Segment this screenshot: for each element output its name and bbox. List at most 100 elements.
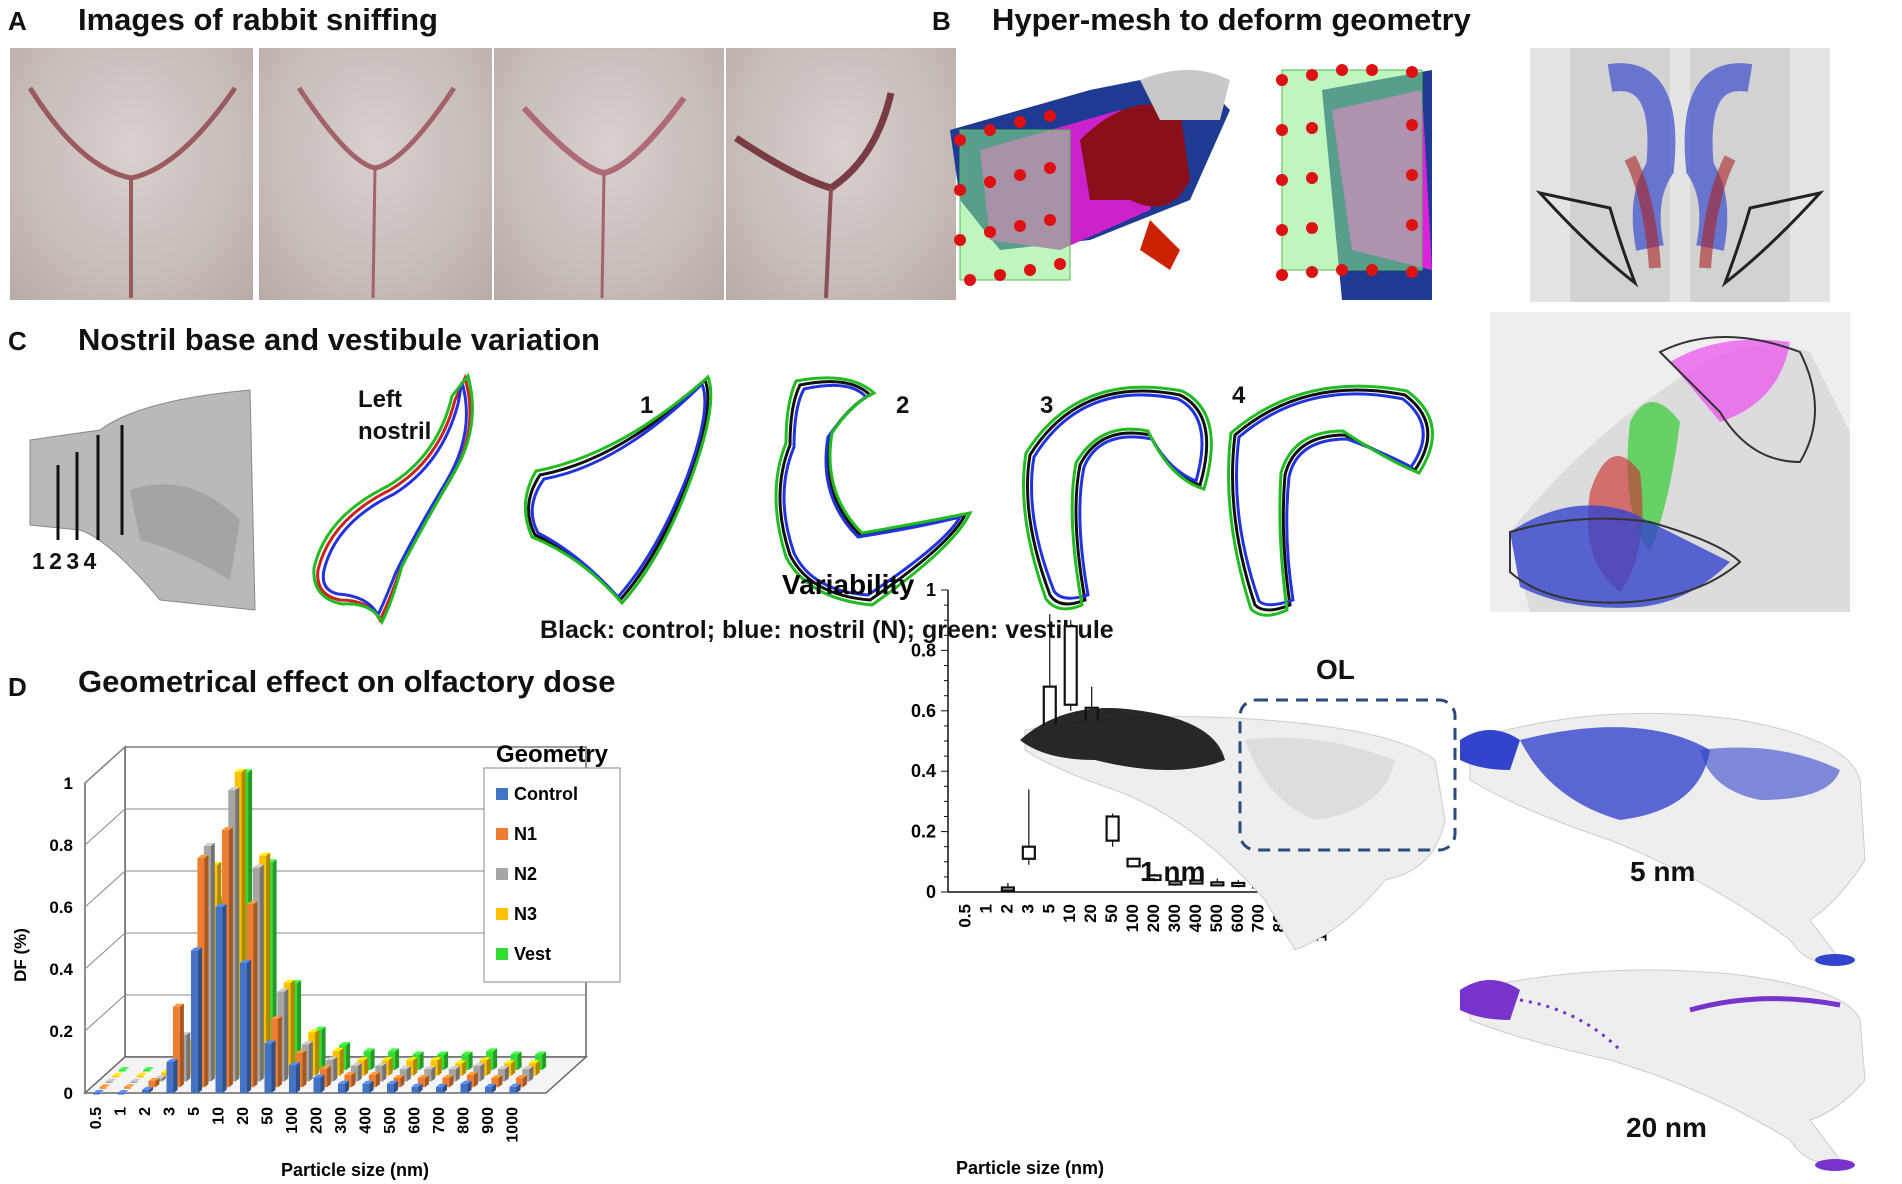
bar-top xyxy=(112,1072,124,1076)
x-tick-label: 800 xyxy=(456,1107,473,1134)
bar-side xyxy=(290,979,295,1076)
bar-side xyxy=(320,1074,325,1093)
bar-top xyxy=(105,1078,117,1082)
left-nostril-label-line1: Left xyxy=(358,386,402,413)
bar-side xyxy=(326,1065,331,1088)
bar-top xyxy=(430,1057,442,1061)
bar-control-10 xyxy=(215,904,227,1093)
bar-top xyxy=(485,1083,496,1087)
box-200 xyxy=(1147,873,1162,882)
bar-top xyxy=(344,1071,356,1075)
bar-side xyxy=(259,864,264,1082)
bar-front xyxy=(191,950,198,1093)
bar-top xyxy=(412,1051,424,1055)
bar-top xyxy=(436,1083,447,1087)
y-tick-label: 0.4 xyxy=(49,960,73,979)
bar-top xyxy=(509,1083,521,1087)
bar-control-2 xyxy=(142,1086,153,1093)
ol-label: OL xyxy=(1316,654,1355,685)
bar-top xyxy=(528,1060,540,1064)
x-tick-label: 2 xyxy=(997,904,1016,913)
x-tick-label: 10 xyxy=(211,1107,228,1125)
bar-control-900 xyxy=(485,1083,496,1093)
box-400 xyxy=(1189,879,1204,885)
bar-side xyxy=(473,1071,478,1088)
x-tick-label: 0.5 xyxy=(955,904,974,928)
bar-side xyxy=(395,1048,400,1070)
bar-front xyxy=(264,1043,272,1093)
bar-top xyxy=(289,1062,300,1066)
box-body xyxy=(1000,886,1015,892)
box-300 xyxy=(1168,878,1183,886)
left-nostril-contour xyxy=(312,372,474,626)
bar-front xyxy=(112,1075,120,1078)
legend-title: Geometry xyxy=(496,741,609,768)
x-tick-label: 20 xyxy=(235,1107,252,1125)
legend-swatch-vest xyxy=(496,948,508,960)
bar-top xyxy=(381,1057,393,1061)
bar-control-400 xyxy=(362,1080,374,1093)
bar-front xyxy=(362,1083,370,1093)
bar-top xyxy=(357,1057,369,1061)
x-tick-label: 300 xyxy=(333,1107,350,1134)
bar-top xyxy=(504,1060,516,1064)
bar-side xyxy=(413,1057,418,1076)
bar-top xyxy=(277,988,289,992)
bar-top xyxy=(93,1090,104,1093)
legend-label-n1: N1 xyxy=(514,824,537,844)
bar-front xyxy=(99,1087,107,1089)
bar-front xyxy=(436,1086,443,1093)
bar-control-1 xyxy=(117,1090,129,1095)
y-tick-label: 0.8 xyxy=(49,836,73,855)
panel-a-letter: A xyxy=(8,6,27,36)
nasal-particle-side-view xyxy=(1490,312,1850,612)
bar-n1-600 xyxy=(417,1074,429,1088)
bar-side xyxy=(517,1051,522,1070)
x-tick-label: 50 xyxy=(260,1107,277,1125)
bar-side xyxy=(339,1047,344,1076)
bar-chart-bars xyxy=(93,768,547,1095)
section-3-label: 3 xyxy=(1040,392,1054,419)
bar-control-600 xyxy=(411,1083,423,1093)
legend-label-control: Control xyxy=(514,784,578,804)
bar-side xyxy=(297,980,302,1070)
bar-top xyxy=(486,1048,498,1052)
rabbit-photo-3 xyxy=(494,48,724,300)
panel-b-title: Hyper-mesh to deform geometry xyxy=(992,2,1471,37)
bar-front xyxy=(417,1077,425,1088)
bar-side xyxy=(424,1074,429,1088)
box-2 xyxy=(1000,882,1015,892)
bar-front xyxy=(240,962,247,1093)
bar-top xyxy=(535,1051,547,1055)
bar-front xyxy=(442,1077,450,1088)
bar-control-5 xyxy=(191,947,202,1093)
bar-top xyxy=(234,768,246,772)
bar-side xyxy=(511,1060,516,1076)
bar-vest-0.5 xyxy=(118,1066,130,1072)
panel-d-letter: D xyxy=(8,672,27,702)
bar-side xyxy=(266,852,271,1076)
bar-front xyxy=(143,1069,151,1072)
box-body xyxy=(1126,857,1141,868)
bar-top xyxy=(313,1074,325,1078)
bar-top xyxy=(461,1051,473,1055)
bar-top xyxy=(154,1075,166,1079)
bar-n3-1 xyxy=(136,1072,148,1078)
bar-top xyxy=(326,1056,338,1060)
bar-top xyxy=(142,1086,153,1090)
nostril-section-diagram xyxy=(29,389,256,611)
bar-side xyxy=(302,1050,307,1088)
bar-side xyxy=(186,1031,191,1082)
olfactory-dose-bar-chart: 00.20.40.60.81 0.5 1 2 3 5 10 20 50 100 200 300 400… xyxy=(11,741,621,1180)
bar-side xyxy=(179,1003,184,1088)
bar-front xyxy=(148,1081,156,1088)
bar-n1-700 xyxy=(442,1074,454,1088)
bar-side xyxy=(228,826,233,1088)
bar-top xyxy=(417,1074,429,1078)
x-tick-label: 20 xyxy=(1081,904,1100,923)
y-tick-label: 0.6 xyxy=(49,898,73,917)
x-tick-label: 500 xyxy=(1207,904,1226,932)
x-tick-label: 3 xyxy=(162,1107,179,1116)
bar-top xyxy=(191,947,202,951)
bar-side xyxy=(535,1060,540,1076)
